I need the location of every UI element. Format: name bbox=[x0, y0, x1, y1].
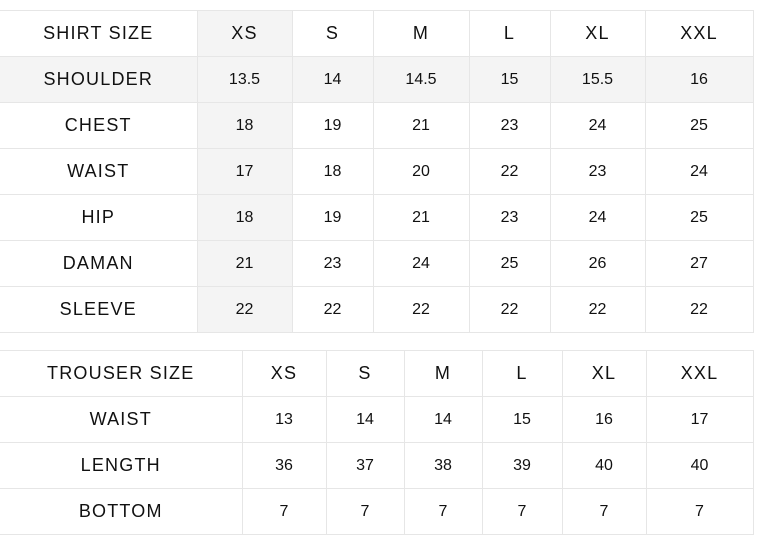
measurement-value: 40 bbox=[645, 442, 754, 489]
measurement-value: 25 bbox=[644, 194, 754, 241]
measurement-value: 23 bbox=[549, 148, 646, 195]
measurement-value: 22 bbox=[549, 286, 646, 333]
measurement-value: 25 bbox=[644, 102, 754, 149]
measurement-value: 7 bbox=[403, 488, 483, 535]
measurement-value: 14 bbox=[325, 396, 405, 443]
table-row: WAIST 17 18 20 22 23 24 bbox=[0, 148, 754, 195]
measurement-value: 27 bbox=[644, 240, 754, 287]
measurement-label: CHEST bbox=[0, 102, 198, 149]
measurement-value: 40 bbox=[561, 442, 647, 489]
measurement-value: 15 bbox=[481, 396, 563, 443]
measurement-value: 18 bbox=[291, 148, 374, 195]
measurement-value: 7 bbox=[561, 488, 647, 535]
measurement-value: 15.5 bbox=[549, 56, 646, 103]
header-row: TROUSER SIZE XS S M L XL XXL bbox=[0, 350, 754, 397]
size-header: XL bbox=[549, 10, 646, 57]
measurement-value: 21 bbox=[372, 102, 470, 149]
measurement-value: 37 bbox=[325, 442, 405, 489]
size-header: S bbox=[325, 350, 405, 397]
measurement-label: SHOULDER bbox=[0, 56, 198, 103]
measurement-label: HIP bbox=[0, 194, 198, 241]
measurement-value: 13.5 bbox=[196, 56, 293, 103]
measurement-value: 22 bbox=[644, 286, 754, 333]
table-row: CHEST 18 19 21 23 24 25 bbox=[0, 102, 754, 149]
measurement-value: 7 bbox=[645, 488, 754, 535]
measurement-value: 18 bbox=[196, 194, 293, 241]
measurement-label: BOTTOM bbox=[0, 488, 243, 535]
measurement-value: 24 bbox=[372, 240, 470, 287]
measurement-value: 13 bbox=[241, 396, 327, 443]
size-header: XXL bbox=[645, 350, 754, 397]
measurement-value: 22 bbox=[468, 148, 551, 195]
measurement-value: 14.5 bbox=[372, 56, 470, 103]
table-row: BOTTOM 7 7 7 7 7 7 bbox=[0, 488, 754, 535]
measurement-value: 15 bbox=[468, 56, 551, 103]
measurement-value: 22 bbox=[372, 286, 470, 333]
measurement-value: 17 bbox=[645, 396, 754, 443]
measurement-value: 18 bbox=[196, 102, 293, 149]
table-row: SLEEVE 22 22 22 22 22 22 bbox=[0, 286, 754, 333]
measurement-value: 22 bbox=[468, 286, 551, 333]
measurement-value: 24 bbox=[644, 148, 754, 195]
measurement-value: 17 bbox=[196, 148, 293, 195]
size-header: M bbox=[403, 350, 483, 397]
table-row: DAMAN 21 23 24 25 26 27 bbox=[0, 240, 754, 287]
size-header: L bbox=[468, 10, 551, 57]
table-row: LENGTH 36 37 38 39 40 40 bbox=[0, 442, 754, 489]
measurement-label: LENGTH bbox=[0, 442, 243, 489]
table-row: HIP 18 19 21 23 24 25 bbox=[0, 194, 754, 241]
measurement-value: 38 bbox=[403, 442, 483, 489]
measurement-value: 23 bbox=[468, 102, 551, 149]
trouser-size-table: TROUSER SIZE XS S M L XL XXL WAIST 13 14 14 15 16 17 L… bbox=[0, 350, 754, 535]
size-header: XL bbox=[561, 350, 647, 397]
measurement-value: 36 bbox=[241, 442, 327, 489]
measurement-value: 23 bbox=[291, 240, 374, 287]
measurement-label: SLEEVE bbox=[0, 286, 198, 333]
measurement-value: 7 bbox=[241, 488, 327, 535]
measurement-value: 21 bbox=[196, 240, 293, 287]
measurement-label: WAIST bbox=[0, 396, 243, 443]
size-header: XS bbox=[196, 10, 293, 57]
table-title: TROUSER SIZE bbox=[0, 350, 243, 397]
measurement-label: WAIST bbox=[0, 148, 198, 195]
table-row: WAIST 13 14 14 15 16 17 bbox=[0, 396, 754, 443]
measurement-value: 19 bbox=[291, 194, 374, 241]
measurement-value: 24 bbox=[549, 194, 646, 241]
measurement-value: 14 bbox=[291, 56, 374, 103]
measurement-value: 21 bbox=[372, 194, 470, 241]
measurement-value: 26 bbox=[549, 240, 646, 287]
measurement-value: 39 bbox=[481, 442, 563, 489]
size-header: M bbox=[372, 10, 470, 57]
shirt-size-table: SHIRT SIZE XS S M L XL XXL SHOULDER 13.5 14 14.5 15… bbox=[0, 10, 754, 333]
measurement-value: 23 bbox=[468, 194, 551, 241]
measurement-value: 14 bbox=[403, 396, 483, 443]
measurement-value: 24 bbox=[549, 102, 646, 149]
measurement-value: 25 bbox=[468, 240, 551, 287]
measurement-value: 16 bbox=[644, 56, 754, 103]
header-row: SHIRT SIZE XS S M L XL XXL bbox=[0, 10, 754, 57]
size-header: L bbox=[481, 350, 563, 397]
measurement-value: 16 bbox=[561, 396, 647, 443]
size-header: XXL bbox=[644, 10, 754, 57]
measurement-value: 20 bbox=[372, 148, 470, 195]
measurement-value: 22 bbox=[291, 286, 374, 333]
table-title: SHIRT SIZE bbox=[0, 10, 198, 57]
size-header: S bbox=[291, 10, 374, 57]
size-header: XS bbox=[241, 350, 327, 397]
measurement-value: 7 bbox=[325, 488, 405, 535]
measurement-value: 7 bbox=[481, 488, 563, 535]
measurement-value: 19 bbox=[291, 102, 374, 149]
measurement-label: DAMAN bbox=[0, 240, 198, 287]
table-row: SHOULDER 13.5 14 14.5 15 15.5 16 bbox=[0, 56, 754, 103]
measurement-value: 22 bbox=[196, 286, 293, 333]
